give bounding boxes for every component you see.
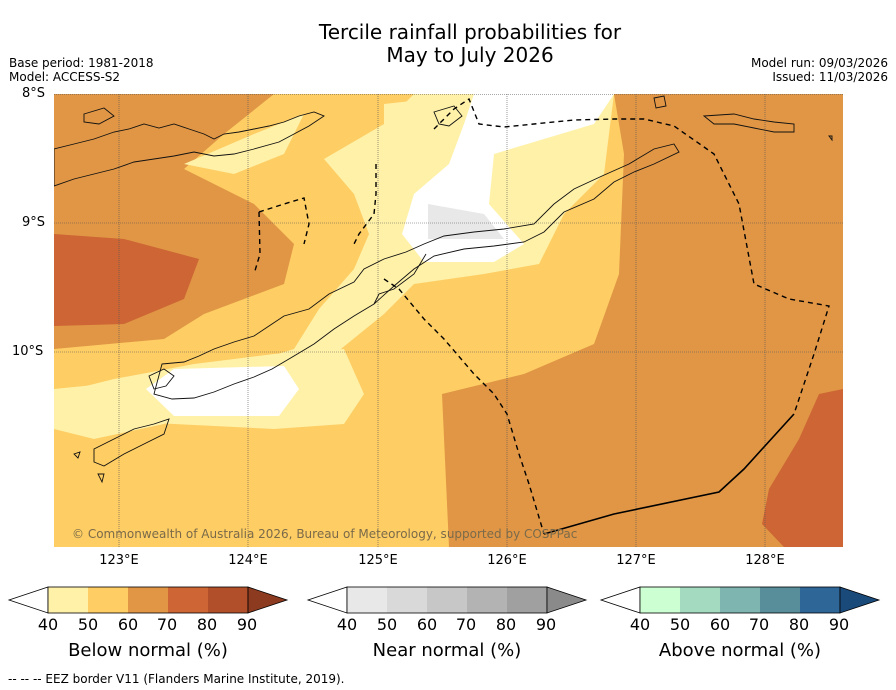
cb-near-tick-70: 70 [455,615,477,634]
title-line-2: May to July 2026 [386,43,554,67]
lat-label-9s: 9°S [22,215,46,230]
eez-border [253,97,830,535]
cb-below-tick-50: 50 [77,615,99,634]
cb-below-tick-80: 80 [196,615,218,634]
colorbar-near-normal [306,586,588,614]
eez-border-solid [543,413,795,535]
cb-above-tick-60: 60 [709,615,731,634]
copyright-notice: © Commonwealth of Australia 2026, Bureau… [72,527,577,541]
lon-label-127e: 127°E [616,553,656,568]
region-70-80-west [54,234,199,326]
model-name: Model: ACCESS-S2 [9,70,121,84]
colorbar-extend-high [546,586,588,614]
colorbar-segment-50-60 [387,587,427,613]
lon-label-123e: 123°E [99,553,139,568]
cb-near-tick-90: 90 [535,615,557,634]
probability-map: © Commonwealth of Australia 2026, Bureau… [54,94,843,547]
region-near-normal [428,204,504,239]
colorbar-segment-40-50 [48,587,88,613]
coastlines [54,95,833,484]
lon-label-128e: 128°E [745,553,785,568]
cb-below-tick-60: 60 [117,615,139,634]
lon-label-126e: 126°E [487,553,527,568]
colorbar-segment-50-60 [680,587,720,613]
cb-below-tick-40: 40 [37,615,59,634]
cb-near-title: Near normal (%) [372,640,522,661]
colorbar-extend-low [306,586,348,614]
colorbar-segment-60-70 [720,587,760,613]
cb-below-tick-70: 70 [156,615,178,634]
colorbars [7,586,881,614]
region-60-70-east [442,94,843,547]
colorbar-segment-80-90 [507,587,547,613]
colorbar-segment-60-70 [128,587,168,613]
base-period: Base period: 1981-2018 [9,56,154,70]
cb-above-tick-50: 50 [669,615,691,634]
region-70-80-southeast [762,389,843,547]
colorbar-segment-40-50 [347,587,387,613]
model-run: Model run: 09/03/2026 [750,56,888,70]
cb-above-title: Above normal (%) [658,640,822,661]
cb-below-title: Below normal (%) [68,640,228,661]
graticule [54,94,843,547]
colorbar-segment-80-90 [800,587,840,613]
region-40-50-north [184,114,304,174]
lat-label-8s: 8°S [22,86,46,101]
colorbar-extend-high [839,586,881,614]
colorbar-segment-40-50 [640,587,680,613]
colorbar-below-normal [7,586,289,614]
colorbar-extend-high [247,586,289,614]
colorbar-segment-50-60 [88,587,128,613]
colorbar-above-normal [599,586,881,614]
cb-above-tick-80: 80 [788,615,810,634]
cb-below-tick-90: 90 [236,615,258,634]
cb-near-tick-60: 60 [416,615,438,634]
cb-above-tick-90: 90 [828,615,850,634]
cb-above-tick-70: 70 [748,615,770,634]
cb-near-tick-80: 80 [495,615,517,634]
lon-label-124e: 124°E [228,553,268,568]
colorbar-segment-70-80 [467,587,507,613]
colorbar-segment-70-80 [760,587,800,613]
colorbar-segment-80-90 [208,587,248,613]
issued-date: Issued: 11/03/2026 [772,70,888,84]
colorbar-segment-60-70 [427,587,467,613]
colorbar-segment-70-80 [168,587,208,613]
eez-footnote: -- -- -- EEZ border V11 (Flanders Marine… [8,672,345,686]
colorbar-extend-low [7,586,49,614]
cb-above-tick-40: 40 [629,615,651,634]
cb-near-tick-50: 50 [376,615,398,634]
lon-label-125e: 125°E [358,553,398,568]
title-line-1: Tercile rainfall probabilities for [318,20,622,44]
region-white-southwest [146,366,299,416]
colorbar-extend-low [599,586,641,614]
cb-near-tick-40: 40 [336,615,358,634]
lat-label-10s: 10°S [12,344,44,359]
